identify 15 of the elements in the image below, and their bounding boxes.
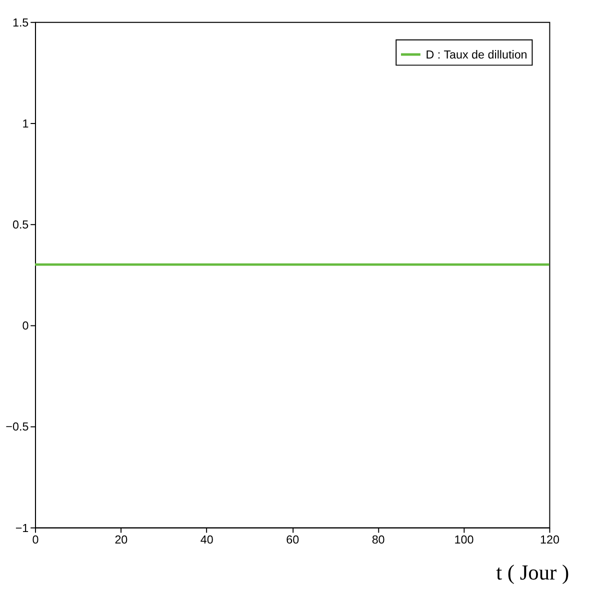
x-tick-label: 60 [286,533,300,546]
y-tick-label: −1 [15,522,29,535]
x-tick-label: 100 [454,533,474,546]
y-tick-label: 1.5 [12,16,29,30]
x-tick-label: 0 [32,533,40,546]
x-tick-label: 20 [114,533,128,546]
y-tick-label: 0.5 [12,218,29,232]
x-tick-label: 40 [200,533,214,546]
x-tick-label: 80 [372,533,386,546]
y-tick-label: 0 [22,320,30,333]
x-axis-title: t ( Jour ) [496,560,570,584]
x-tick-label: 120 [540,533,560,546]
legend-label: D : Taux de dillution [426,48,528,62]
y-tick-label: 1 [22,117,29,130]
y-tick-label: −0.5 [6,420,29,434]
